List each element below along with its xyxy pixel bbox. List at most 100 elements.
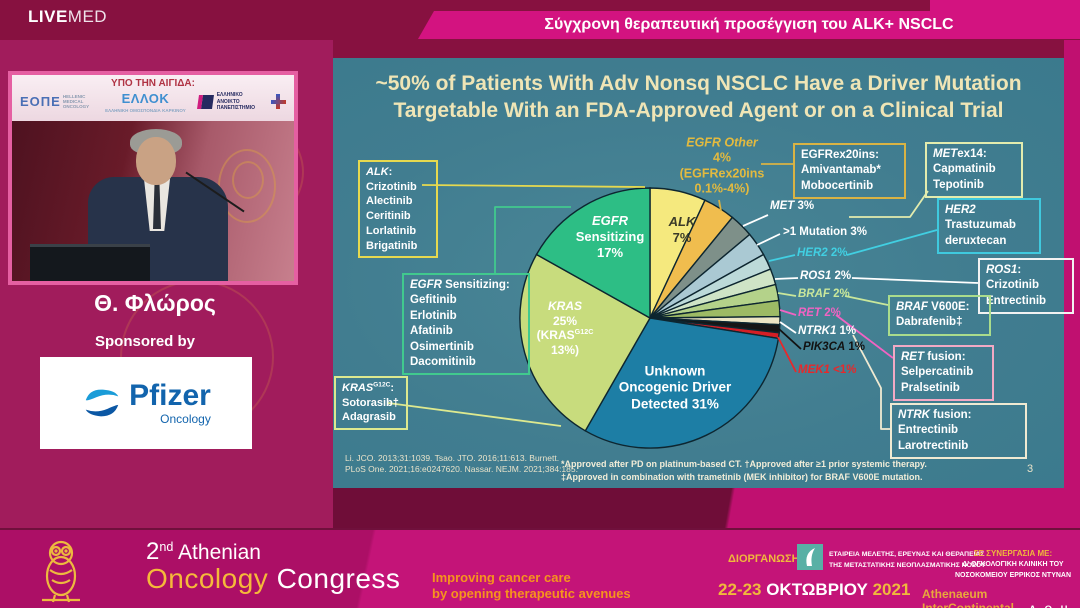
callout-box-ret: RET fusion: Selpercatinib Pralsetinib bbox=[893, 345, 994, 402]
ellok-logo-text: ΕΛΛΟΚ bbox=[121, 91, 170, 106]
pie-callout-label-mut: >1 Mutation 3% bbox=[783, 226, 868, 238]
owl-decoration bbox=[232, 161, 264, 199]
congress-wordmark: 2nd Athenian Oncology Congress bbox=[146, 538, 401, 595]
leader-line bbox=[421, 184, 646, 188]
laptop bbox=[30, 244, 150, 281]
pfizer-swoosh-icon bbox=[85, 389, 119, 417]
medical-cross-icon bbox=[270, 94, 286, 110]
pie-callout-label-pik3ca: PIK3CA 1% bbox=[803, 341, 866, 353]
drug-name: Capmatinib bbox=[933, 163, 996, 176]
leader-line bbox=[844, 295, 889, 306]
leader-line bbox=[846, 229, 938, 256]
drug-name: Afatinib bbox=[410, 325, 453, 338]
ellok-logo: ΕΛΛΟΚ ΕΛΛΗΝΙΚΗ ΟΜΟΣΠΟΝΔΙΑ ΚΑΡΚΙΝΟΥ bbox=[105, 90, 186, 113]
pie-slice-unknown-oncogenic-driver-detected bbox=[584, 317, 780, 449]
slide-footnotes: *Approved after PD on platinum-based CT.… bbox=[561, 459, 927, 482]
callout-box-metex14: METex14: Capmatinib Tepotinib bbox=[925, 142, 1023, 199]
drug-name: Gefitinib bbox=[410, 294, 457, 307]
callout-box-ros1: ROS1: Crizotinib Entrectinib bbox=[978, 258, 1074, 315]
ellok-logo-subtext: ΕΛΛΗΝΙΚΗ ΟΜΟΣΠΟΝΔΙΑ ΚΑΡΚΙΝΟΥ bbox=[105, 108, 186, 113]
speaker-video-feed[interactable]: ΥΠΟ ΤΗΝ ΑΙΓΙΔΑ: ΕΟΠΕ HELLENIC MEDICAL ONCO… bbox=[8, 71, 298, 285]
leader-line bbox=[742, 214, 769, 227]
congress-venue: Athenaeum InterContinental - Α Θ Η Ν Α bbox=[922, 587, 1068, 608]
congress-footer-bar: 2nd Athenian Oncology Congress Improving… bbox=[0, 528, 1080, 608]
livemed-logo-med: MED bbox=[67, 7, 108, 26]
callout-box-ntrk: NTRK fusion: Entrectinib Larotrectinib bbox=[890, 403, 1027, 460]
drug-name: Adagrasib bbox=[342, 411, 396, 424]
callout-box-title: EGFR Sensitizing: bbox=[410, 279, 510, 291]
drug-name: Crizotinib bbox=[366, 180, 417, 193]
callout-box-kras: KRASG12C: Sotorasib† Adagrasib bbox=[334, 376, 408, 431]
drug-name: Amivantamab* bbox=[801, 164, 881, 177]
session-title-bar: Σύγχρονη θεραπευτική προσέγγιση του ALK+… bbox=[418, 11, 1080, 39]
top-right-wedge bbox=[930, 0, 1080, 11]
leader-line bbox=[849, 190, 929, 218]
drug-name: Osimertinib bbox=[410, 340, 474, 353]
callout-box-title: ROS1: bbox=[986, 264, 1022, 276]
pfizer-division: Oncology bbox=[160, 411, 211, 426]
drug-name: Erlotinib bbox=[410, 309, 457, 322]
pie-inner-label-unknown: Unknown Oncogenic Driver Detected 31% bbox=[618, 363, 732, 412]
patronage-logos-row: ΕΟΠΕ HELLENIC MEDICAL ONCOLOGY ΕΛΛΟΚ ΕΛΛΗΝ… bbox=[12, 89, 294, 113]
drug-name: Tepotinib bbox=[933, 178, 984, 191]
slide-page-number: 3 bbox=[1027, 463, 1034, 475]
drug-name: Entrectinib bbox=[986, 294, 1047, 307]
leader-line bbox=[718, 199, 722, 212]
callout-box-title: BRAF V600E: bbox=[896, 301, 970, 313]
callout-box-title: ALK: bbox=[366, 166, 393, 178]
organizer-society-name: ΕΤΑΙΡΕΙΑ ΜΕΛΕΤΗΣ, ΕΡΕΥΝΑΣ ΚΑΙ ΘΕΡΑΠΕΙΑΣ … bbox=[829, 551, 986, 569]
eope-logo: ΕΟΠΕ HELLENIC MEDICAL ONCOLOGY bbox=[20, 94, 89, 110]
patronage-banner: ΥΠΟ ΤΗΝ ΑΙΓΙΔΑ: ΕΟΠΕ HELLENIC MEDICAL ONCO… bbox=[12, 75, 294, 121]
pie-callout-label-ntrk1: NTRK1 1% bbox=[798, 325, 857, 337]
leader-line bbox=[851, 277, 979, 284]
pie-inner-label-egfr_other: EGFR Other 4% (EGFRex20ins 0.1%-4%) bbox=[679, 135, 765, 196]
patronage-banner-title: ΥΠΟ ΤΗΝ ΑΙΓΙΔΑ: bbox=[111, 78, 195, 89]
livemed-logo-live: LIVE bbox=[28, 7, 68, 26]
hellenic-open-university-logo: ΕΛΛΗΝΙΚΟ ΑΝΟΙΚΤΟ ΠΑΝΕΠΙΣΤΗΜΙΟ bbox=[200, 92, 255, 111]
pie-callout-label-met: MET 3% bbox=[770, 200, 815, 212]
presentation-slide: ~50% of Patients With Adv Nonsq NSCLC Ha… bbox=[333, 58, 1074, 488]
slide-title: ~50% of Patients With Adv Nonsq NSCLC Ha… bbox=[375, 72, 1022, 123]
pie-slice-egfr-sensitizing bbox=[535, 187, 651, 320]
leader-line bbox=[774, 277, 799, 280]
drug-name: Mobocertinib bbox=[801, 179, 874, 192]
callout-box-title: KRASG12C: bbox=[342, 381, 395, 394]
session-title: Σύγχρονη θεραπευτική προσέγγιση του ALK+… bbox=[544, 16, 954, 33]
leader-line bbox=[835, 314, 894, 359]
drug-name: Larotrectinib bbox=[898, 439, 969, 452]
leader-line bbox=[768, 254, 796, 262]
drug-name: Entrectinib bbox=[898, 424, 959, 437]
drug-name: Trastuzumab deruxtecan bbox=[945, 219, 1016, 247]
pie-callout-label-her2: HER2 2% bbox=[797, 247, 848, 259]
callout-box-her2: HER2 Trastuzumab deruxtecan bbox=[937, 198, 1041, 255]
drug-name: Dacomitinib bbox=[410, 356, 476, 369]
driver-mutation-pie-chart bbox=[387, 163, 979, 449]
leader-line bbox=[779, 321, 797, 334]
drug-name: Crizotinib bbox=[986, 279, 1040, 292]
pfizer-wordmark: Pfizer bbox=[129, 378, 211, 412]
drug-name: Dabrafenib‡ bbox=[896, 316, 963, 329]
pie-inner-label-alk: ALK 7% bbox=[668, 214, 696, 245]
pie-callout-label-ret: RET 2% bbox=[798, 307, 841, 319]
callout-box-egfrex20: EGFRex20ins: Amivantamab* Mobocertinib bbox=[793, 143, 906, 200]
owl-icon bbox=[42, 540, 80, 603]
leader-line bbox=[756, 233, 781, 246]
drug-name: Sotorasib† bbox=[342, 396, 399, 409]
leader-line bbox=[777, 292, 797, 297]
speaker-name: Θ. Φλώρος bbox=[94, 290, 216, 316]
drug-name: Lorlatinib bbox=[366, 224, 417, 237]
pie-inner-label-kras: KRAS 25% (KRASG12C 13%) bbox=[536, 298, 594, 357]
pie-callout-label-mek1: MEK1 <1% bbox=[798, 364, 857, 376]
eope-logo-subtext: HELLENIC MEDICAL ONCOLOGY bbox=[62, 93, 90, 110]
organizer-society-icon bbox=[797, 544, 823, 570]
livemed-logo: LIVEMED bbox=[28, 7, 107, 27]
slide-citations: Li. JCO. 2013;31:1039. Tsao. JTO. 2016;1… bbox=[345, 453, 578, 475]
leader-line bbox=[494, 206, 571, 273]
pie-inner-label-egfr_sens: EGFR Sensitizing 17% bbox=[575, 213, 645, 260]
drug-name: Pralsetinib bbox=[901, 381, 960, 394]
speaker-face bbox=[136, 137, 176, 185]
callout-box-title: EGFRex20ins: bbox=[801, 149, 879, 161]
below-slide-band bbox=[333, 488, 1064, 528]
callout-box-title: METex14: bbox=[933, 148, 987, 160]
pie-callout-label-braf: BRAF 2% bbox=[798, 288, 850, 300]
